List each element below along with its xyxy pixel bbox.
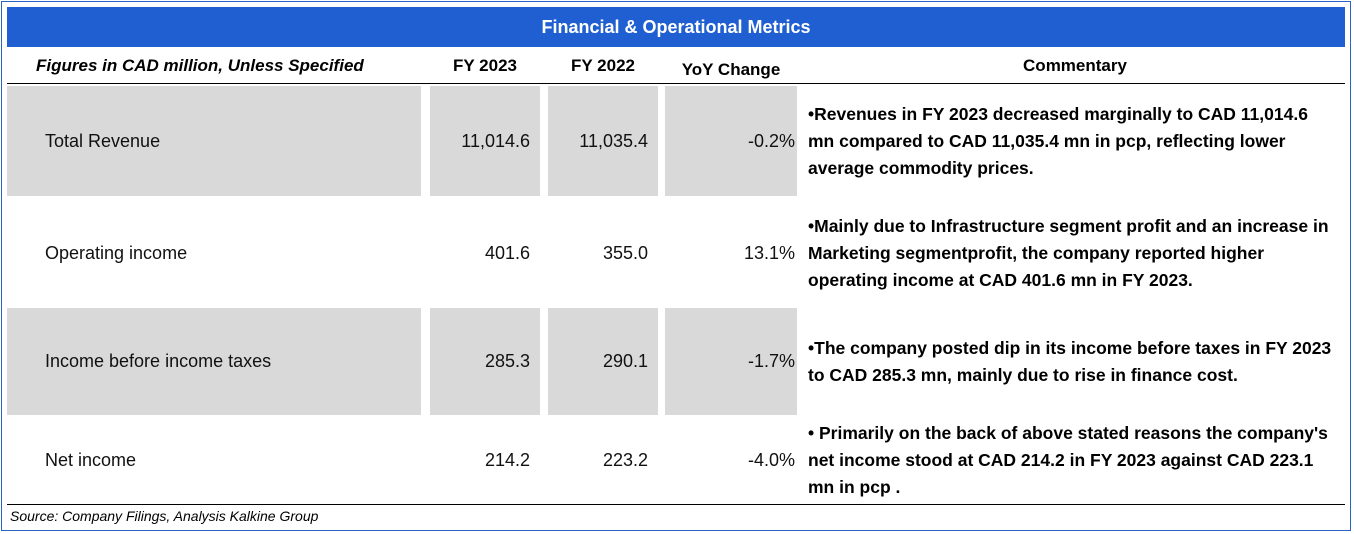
row-total-revenue-fy2022: 11,035.4 bbox=[548, 86, 658, 196]
row-total-revenue-fy2023: 11,014.6 bbox=[430, 86, 540, 196]
row-income-before-taxes-label: Income before income taxes bbox=[7, 308, 421, 415]
row-net-income-label: Net income bbox=[45, 450, 137, 470]
header-figures-label: Figures in CAD million, Unless Specified bbox=[36, 56, 364, 75]
header-commentary: Commentary bbox=[1023, 56, 1127, 75]
header-fy2023: FY 2023 bbox=[453, 56, 517, 75]
footer-divider bbox=[7, 504, 1345, 505]
source-note: Source: Company Filings, Analysis Kalkin… bbox=[10, 508, 319, 524]
row-operating-income-label: Operating income bbox=[45, 242, 188, 263]
header-yoy-change: YoY Change bbox=[681, 60, 781, 79]
row-total-revenue-label: Total Revenue bbox=[7, 86, 421, 196]
row-operating-income-fy2023: 401.6 bbox=[484, 242, 530, 263]
row-total-revenue-commentary: •Revenues in FY 2023 decreased marginall… bbox=[808, 103, 1308, 178]
row-net-income-fy2022: 223.2 bbox=[602, 450, 648, 470]
row-total-revenue-yoy: -0.2% bbox=[665, 86, 797, 196]
table-title: Financial & Operational Metrics bbox=[7, 7, 1345, 47]
row-operating-income-yoy: 13.1% bbox=[743, 242, 795, 263]
row-income-before-taxes-commentary: •The company posted dip in its income be… bbox=[808, 337, 1332, 385]
row-operating-income-commentary: •Mainly due to Infrastructure segment pr… bbox=[808, 215, 1329, 290]
row-operating-income-fy2022: 355.0 bbox=[602, 242, 648, 263]
row-income-before-taxes-fy2022: 290.1 bbox=[548, 308, 658, 415]
row-net-income-yoy: -4.0% bbox=[747, 450, 795, 470]
header-fy2022: FY 2022 bbox=[571, 56, 635, 75]
header-divider bbox=[7, 83, 1345, 84]
row-income-before-taxes-fy2023: 285.3 bbox=[430, 308, 540, 415]
row-income-before-taxes-yoy: -1.7% bbox=[665, 308, 797, 415]
row-net-income-commentary: • Primarily on the back of above stated … bbox=[808, 423, 1328, 497]
row-net-income-fy2023: 214.2 bbox=[484, 450, 530, 470]
